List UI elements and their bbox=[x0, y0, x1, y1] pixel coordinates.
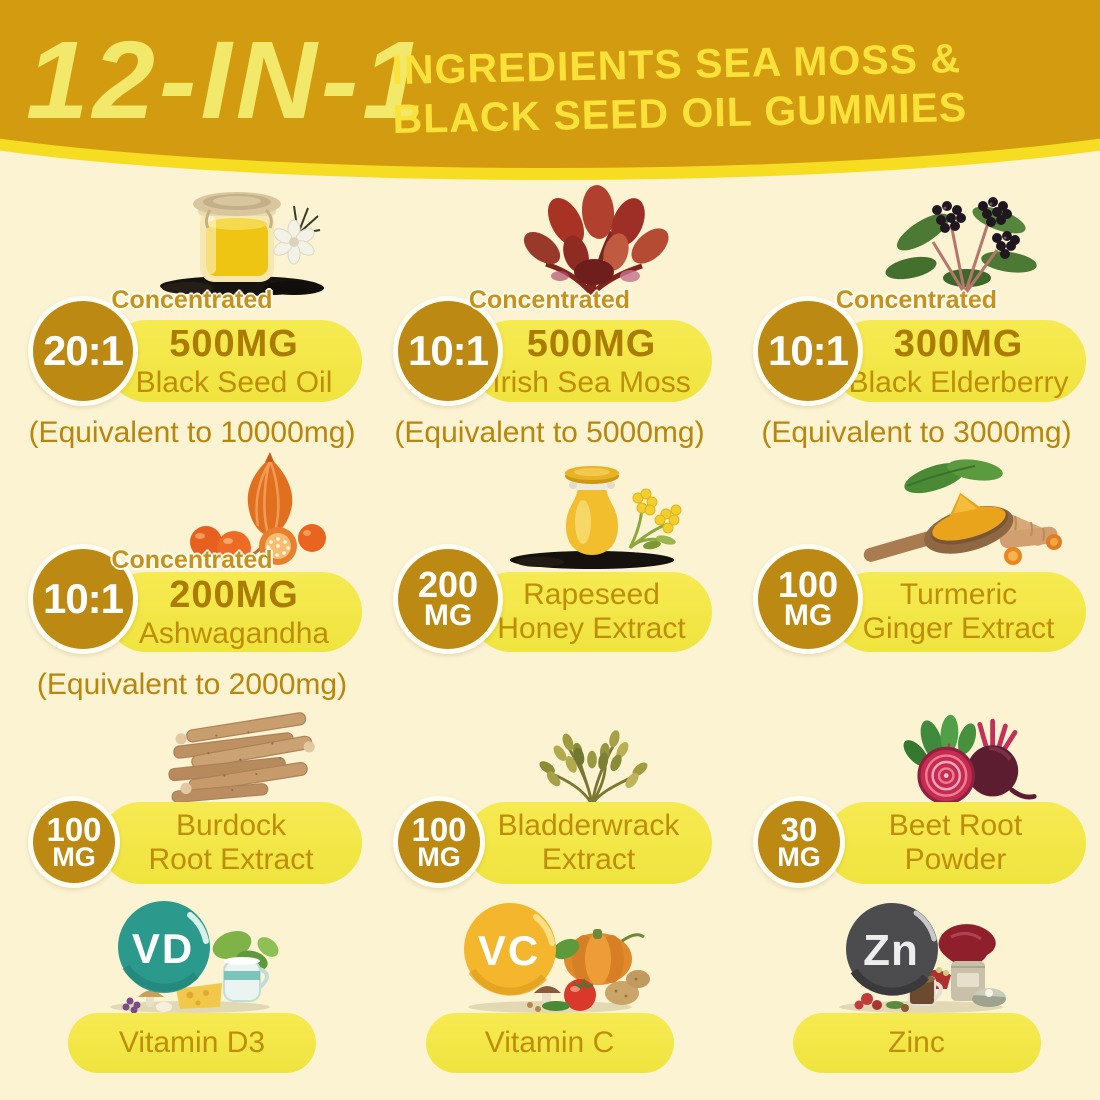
tile-zinc: Zn Zinc bbox=[747, 893, 1086, 1083]
amount-label: 500MG bbox=[526, 322, 657, 365]
amount-value: 100 bbox=[411, 810, 467, 848]
vitamin-d3-symbol: VD bbox=[132, 925, 194, 972]
ingredient-name: Vitamin C bbox=[484, 1026, 615, 1059]
ratio-badge: 20:1 bbox=[28, 296, 138, 406]
tile-irish-sea-moss: Concentrated 10:1 500MG Irish Sea Moss (… bbox=[387, 180, 712, 450]
tile-vitamin-c: VC Vitamin C bbox=[387, 893, 712, 1083]
amount-badge: 30 MG bbox=[753, 796, 845, 888]
tile-turmeric-ginger: 100 MG Turmeric Ginger Extract bbox=[747, 450, 1086, 712]
tile-burdock-root: 100 MG Burdock Root Extract bbox=[22, 712, 362, 893]
ingredient-pill: Turmeric Ginger Extract bbox=[831, 572, 1086, 652]
equivalent-label: (Equivalent to 2000mg) bbox=[36, 668, 348, 701]
equivalent-label: (Equivalent to 10000mg) bbox=[28, 416, 356, 449]
ingredient-pill: 300MG Black Elderberry bbox=[831, 320, 1086, 402]
ratio-value: 10:1 bbox=[42, 575, 124, 622]
amount-label: 200MG bbox=[169, 573, 299, 616]
amount-label: 500MG bbox=[169, 322, 299, 365]
header-gold-band bbox=[0, 0, 1100, 168]
black-elderberry-icon bbox=[884, 197, 1037, 295]
page-title-line2: BLACK SEED OIL GUMMIES bbox=[392, 84, 968, 143]
irish-sea-moss-icon bbox=[523, 185, 669, 296]
concentrated-label: Concentrated bbox=[835, 286, 998, 314]
tile-vitamin-d3: VD Vitamin D3 bbox=[22, 893, 362, 1083]
ingredient-name-line2: Extract bbox=[541, 843, 636, 876]
ingredient-pill: Bladderwrack Extract bbox=[465, 802, 712, 884]
amount-label: 300MG bbox=[893, 322, 1024, 365]
ratio-badge: 10:1 bbox=[393, 296, 503, 406]
tile-black-seed-oil: Concentrated 20:1 500MG Black Seed Oil (… bbox=[22, 180, 362, 450]
bladderwrack-icon bbox=[538, 730, 647, 806]
ingredient-pill: 500MG Irish Sea Moss bbox=[471, 320, 712, 402]
count-badge: 12-IN-1 bbox=[26, 19, 429, 142]
ingredient-name-line1: Turmeric bbox=[899, 578, 1018, 612]
concentrated-label: Concentrated bbox=[111, 286, 273, 314]
rapeseed-honey-icon bbox=[509, 466, 681, 569]
ingredient-pill: Zinc bbox=[792, 1013, 1041, 1073]
vitamin-c-symbol: VC bbox=[477, 927, 539, 974]
burdock-root-icon bbox=[168, 712, 315, 803]
ingredient-name-line2: Honey Extract bbox=[497, 612, 686, 645]
ratio-value: 10:1 bbox=[407, 327, 489, 374]
ingredient-name-line1: Beet Root bbox=[888, 809, 1023, 843]
ingredient-name-line1: Bladderwrack bbox=[497, 809, 680, 843]
amount-badge: 100 MG bbox=[393, 796, 485, 888]
turmeric-ginger-icon bbox=[863, 459, 1062, 565]
ingredient-name-line2: Powder bbox=[904, 843, 1007, 876]
ingredient-name-line2: Ginger Extract bbox=[862, 612, 1055, 645]
page-title-line1: INGREDIENTS SEA MOSS & bbox=[391, 35, 962, 94]
tile-ashwagandha: Concentrated 10:1 200MG Ashwagandha (Equ… bbox=[22, 450, 362, 712]
amount-badge: 100 MG bbox=[28, 796, 120, 888]
ratio-badge: 10:1 bbox=[28, 544, 138, 654]
ratio-badge: 10:1 bbox=[753, 296, 863, 406]
ingredient-pill: Vitamin C bbox=[425, 1013, 674, 1073]
ingredient-pill: 500MG Black Seed Oil bbox=[106, 320, 362, 402]
ingredient-pill: Vitamin D3 bbox=[68, 1013, 316, 1073]
ingredient-name: Black Seed Oil bbox=[135, 365, 333, 399]
black-seed-oil-icon bbox=[160, 192, 324, 296]
equivalent-label: (Equivalent to 3000mg) bbox=[761, 416, 1072, 449]
amount-unit: MG bbox=[52, 841, 96, 872]
ingredient-name: Vitamin D3 bbox=[118, 1026, 266, 1059]
ingredient-name: Irish Sea Moss bbox=[492, 365, 691, 399]
amount-value: 100 bbox=[46, 810, 102, 848]
header-banner: 12-IN-1 INGREDIENTS SEA MOSS & BLACK SEE… bbox=[0, 0, 1100, 210]
ingredient-pill: Rapeseed Honey Extract bbox=[471, 572, 712, 652]
ingredient-pill: 200MG Ashwagandha bbox=[106, 572, 362, 652]
amount-badge: 200 MG bbox=[393, 544, 503, 654]
ratio-value: 20:1 bbox=[42, 327, 124, 374]
amount-value: 200 bbox=[417, 563, 479, 605]
vitamin-c-icon: VC bbox=[463, 903, 650, 1013]
ratio-value: 10:1 bbox=[767, 327, 849, 374]
page-title: INGREDIENTS SEA MOSS & BLACK SEED OIL GU… bbox=[391, 34, 968, 144]
amount-badge: 100 MG bbox=[753, 544, 863, 654]
amount-unit: MG bbox=[423, 598, 473, 632]
equivalent-label: (Equivalent to 5000mg) bbox=[394, 416, 705, 449]
ingredient-name: Ashwagandha bbox=[138, 616, 330, 650]
header-underline-stripe bbox=[0, 0, 1100, 180]
concentrated-label: Concentrated bbox=[468, 286, 631, 314]
vitamin-d3-icon: VD bbox=[110, 901, 279, 1014]
ingredient-pill: Burdock Root Extract bbox=[100, 802, 362, 884]
ashwagandha-icon bbox=[190, 452, 326, 565]
amount-unit: MG bbox=[417, 841, 461, 872]
amount-value: 30 bbox=[780, 810, 818, 848]
amount-unit: MG bbox=[777, 841, 821, 872]
amount-value: 100 bbox=[777, 563, 839, 605]
tile-beet-root: 30 MG Beet Root Powder bbox=[747, 712, 1086, 893]
ingredient-pill: Beet Root Powder bbox=[825, 802, 1086, 884]
tile-rapeseed-honey: 200 MG Rapeseed Honey Extract bbox=[387, 450, 712, 712]
zinc-symbol: Zn bbox=[863, 926, 919, 975]
amount-unit: MG bbox=[783, 598, 833, 632]
beet-root-icon bbox=[903, 714, 1037, 805]
ingredient-name: Black Elderberry bbox=[848, 365, 1069, 399]
zinc-icon: Zn bbox=[838, 903, 1006, 1013]
concentrated-label: Concentrated bbox=[111, 546, 273, 574]
tile-black-elderberry: Concentrated 10:1 300MG Black Elderberry… bbox=[747, 180, 1086, 450]
ingredient-name: Zinc bbox=[888, 1026, 945, 1059]
ingredient-name-line1: Rapeseed bbox=[523, 578, 660, 612]
ingredient-name-line2: Root Extract bbox=[148, 843, 314, 876]
tile-bladderwrack: 100 MG Bladderwrack Extract bbox=[387, 712, 712, 893]
ingredient-name-line1: Burdock bbox=[175, 809, 287, 843]
